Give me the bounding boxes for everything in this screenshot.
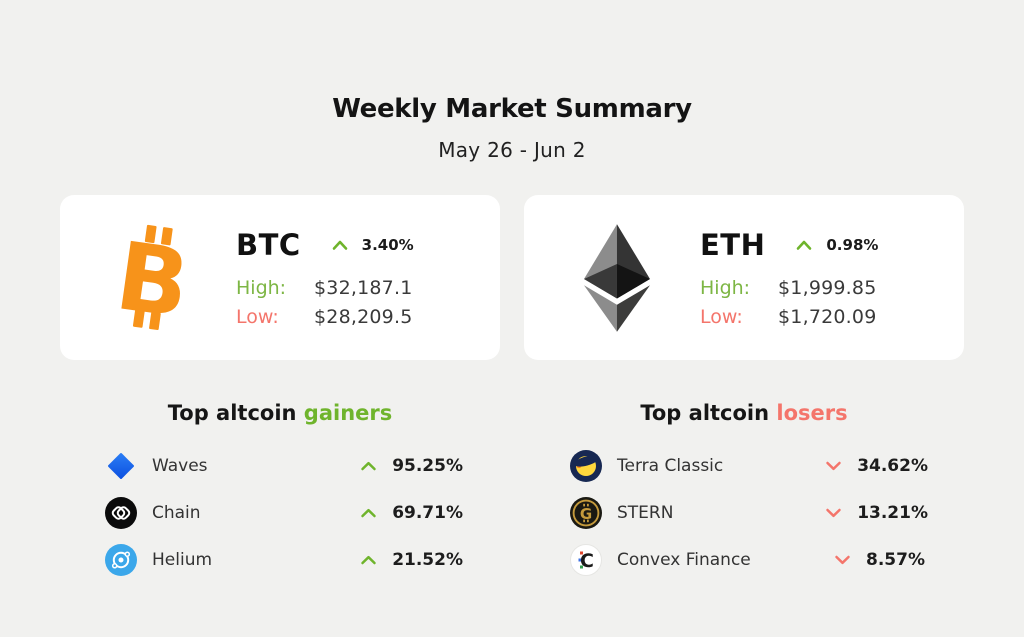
- chevron-down-icon: [825, 460, 842, 472]
- btc-card-body: BTC 3.40% High: $32,187.1 Low: $28,209.5: [236, 228, 414, 328]
- eth-card: ETH 0.98% High: $1,999.85 Low: $1,720.09: [524, 195, 964, 360]
- list-item-helium: Helium 21.52%: [105, 544, 463, 576]
- helium-icon: [105, 544, 137, 576]
- btc-low-label: Low:: [236, 305, 279, 328]
- losers-list: Terra Classic 34.62% G: [529, 450, 964, 591]
- btc-high-label: High:: [236, 276, 287, 299]
- eth-high-value: $1,999.85: [778, 276, 877, 299]
- eth-low-value: $1,720.09: [778, 305, 877, 328]
- chevron-up-icon: [331, 239, 349, 251]
- coin-change: 21.52%: [392, 550, 463, 570]
- btc-symbol: BTC: [236, 227, 301, 262]
- btc-low-value: $28,209.5: [314, 305, 413, 328]
- list-item-waves: Waves 95.25%: [105, 450, 463, 482]
- section-headings: Top altcoin gainers Top altcoin losers: [60, 401, 964, 425]
- terra-classic-icon: [570, 450, 602, 482]
- svg-text:G: G: [580, 505, 592, 523]
- coin-name: Convex Finance: [617, 550, 751, 570]
- coin-name: Waves: [152, 456, 208, 476]
- coin-change: 8.57%: [866, 550, 925, 570]
- gainers-heading-prefix: Top altcoin: [167, 401, 304, 425]
- altcoin-lists: Waves 95.25% Chain: [60, 450, 964, 591]
- chevron-up-icon: [360, 460, 377, 472]
- losers-heading: Top altcoin losers: [524, 401, 964, 425]
- list-item-stern: G STERN 13.21%: [570, 497, 928, 529]
- btc-high-value: $32,187.1: [314, 276, 413, 299]
- coin-change: 69.71%: [392, 503, 463, 523]
- chevron-up-icon: [360, 554, 377, 566]
- gainers-heading-highlight: gainers: [303, 401, 393, 425]
- btc-card: B BTC 3.40% High: $32,187.1: [60, 195, 500, 360]
- bitcoin-icon: B: [108, 221, 198, 335]
- list-item-terra-classic: Terra Classic 34.62%: [570, 450, 928, 482]
- coin-name: Terra Classic: [617, 456, 724, 476]
- chevron-up-icon: [795, 239, 813, 251]
- chevron-down-icon: [825, 507, 842, 519]
- svg-text:C: C: [580, 550, 594, 572]
- coin-name: Helium: [152, 550, 213, 570]
- chevron-down-icon: [834, 554, 851, 566]
- page-title: Weekly Market Summary: [332, 94, 692, 124]
- eth-low-label: Low:: [700, 305, 743, 328]
- coin-cards: B BTC 3.40% High: $32,187.1: [60, 195, 964, 360]
- eth-change: 0.98%: [826, 235, 879, 254]
- btc-change: 3.40%: [361, 235, 414, 254]
- losers-heading-prefix: Top altcoin: [640, 401, 777, 425]
- eth-card-body: ETH 0.98% High: $1,999.85 Low: $1,720.09: [700, 228, 878, 328]
- coin-change: 34.62%: [857, 456, 928, 476]
- eth-symbol: ETH: [700, 227, 766, 262]
- coin-name: Chain: [152, 503, 201, 523]
- date-range: May 26 - Jun 2: [438, 138, 586, 162]
- ethereum-icon: [572, 223, 662, 332]
- eth-high-label: High:: [700, 276, 751, 299]
- coin-change: 13.21%: [857, 503, 928, 523]
- waves-icon: [105, 450, 137, 482]
- list-item-convex-finance: C Convex Finance 8.57%: [570, 544, 928, 576]
- chevron-up-icon: [360, 507, 377, 519]
- weekly-market-summary-page: Weekly Market Summary May 26 - Jun 2 B: [60, 94, 964, 591]
- coin-change: 95.25%: [392, 456, 463, 476]
- chain-icon: [105, 497, 137, 529]
- gainers-list: Waves 95.25% Chain: [60, 450, 505, 591]
- convex-finance-icon: C: [570, 544, 602, 576]
- svg-text:B: B: [110, 222, 195, 335]
- losers-heading-highlight: losers: [776, 401, 848, 425]
- list-item-chain: Chain 69.71%: [105, 497, 463, 529]
- gainers-heading: Top altcoin gainers: [60, 401, 500, 425]
- stern-icon: G: [570, 497, 602, 529]
- coin-name: STERN: [617, 503, 674, 523]
